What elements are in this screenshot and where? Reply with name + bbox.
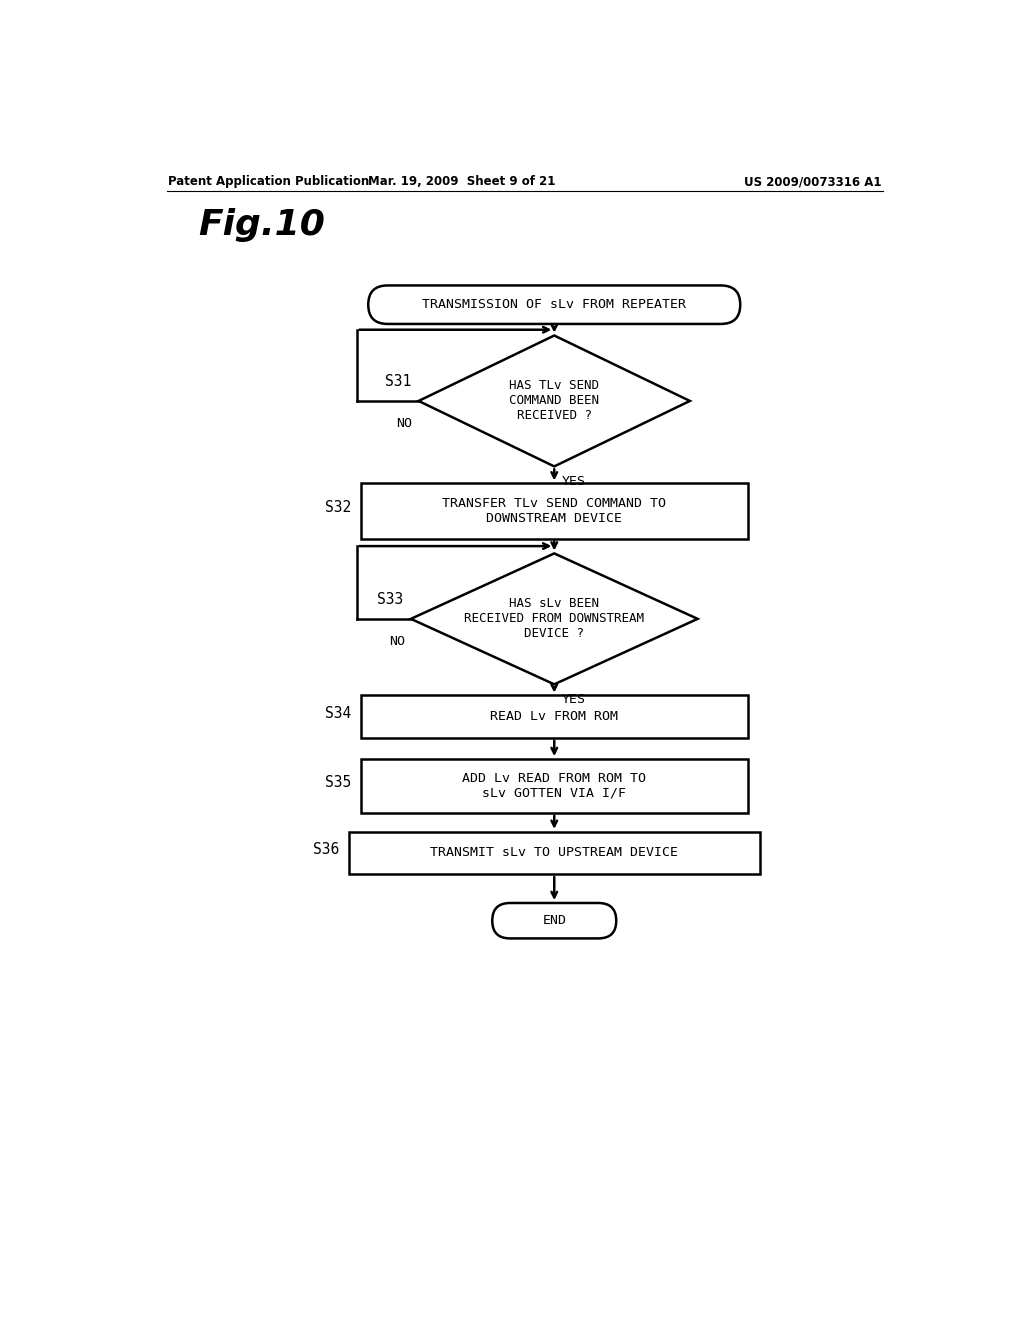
Text: HAS sLv BEEN
RECEIVED FROM DOWNSTREAM
DEVICE ?: HAS sLv BEEN RECEIVED FROM DOWNSTREAM DE… (464, 598, 644, 640)
FancyBboxPatch shape (493, 903, 616, 939)
Text: READ Lv FROM ROM: READ Lv FROM ROM (490, 710, 618, 723)
Text: US 2009/0073316 A1: US 2009/0073316 A1 (743, 176, 882, 189)
Text: TRANSMIT sLv TO UPSTREAM DEVICE: TRANSMIT sLv TO UPSTREAM DEVICE (430, 846, 678, 859)
Bar (360, 483, 748, 539)
Text: S35: S35 (325, 775, 351, 791)
Bar (360, 696, 748, 738)
Text: NO: NO (396, 417, 413, 430)
Text: Mar. 19, 2009  Sheet 9 of 21: Mar. 19, 2009 Sheet 9 of 21 (368, 176, 555, 189)
Text: Patent Application Publication: Patent Application Publication (168, 176, 370, 189)
Text: S32: S32 (325, 500, 351, 516)
Text: Fig.10: Fig.10 (198, 209, 325, 243)
Text: NO: NO (389, 635, 404, 648)
Text: HAS TLv SEND
COMMAND BEEN
RECEIVED ?: HAS TLv SEND COMMAND BEEN RECEIVED ? (509, 379, 599, 422)
Text: TRANSMISSION OF sLv FROM REPEATER: TRANSMISSION OF sLv FROM REPEATER (422, 298, 686, 312)
FancyBboxPatch shape (369, 285, 740, 323)
Polygon shape (411, 553, 697, 684)
Text: S34: S34 (325, 706, 351, 721)
Text: S31: S31 (385, 374, 411, 389)
Polygon shape (419, 335, 690, 466)
Text: YES: YES (562, 475, 586, 488)
Bar (360, 759, 748, 813)
Text: END: END (543, 915, 566, 927)
Bar (349, 832, 760, 874)
Text: S33: S33 (377, 591, 403, 607)
Text: TRANSFER TLv SEND COMMAND TO
DOWNSTREAM DEVICE: TRANSFER TLv SEND COMMAND TO DOWNSTREAM … (442, 498, 667, 525)
Text: ADD Lv READ FROM ROM TO
sLv GOTTEN VIA I/F: ADD Lv READ FROM ROM TO sLv GOTTEN VIA I… (462, 772, 646, 800)
Text: S36: S36 (313, 842, 340, 858)
Text: YES: YES (562, 693, 586, 706)
